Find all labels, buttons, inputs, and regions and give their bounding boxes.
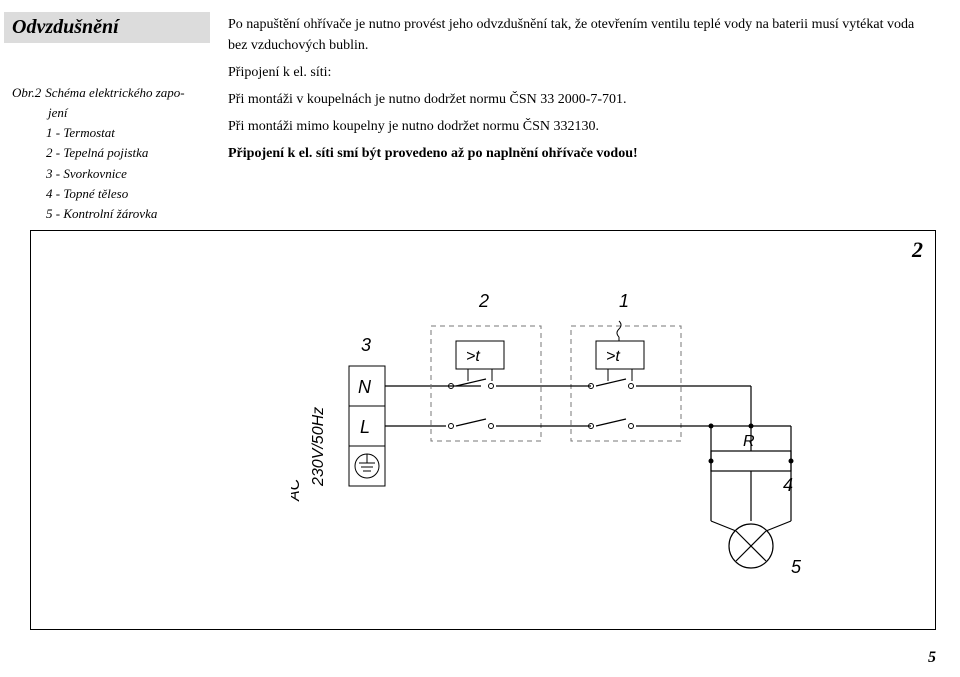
label-5: 5	[791, 557, 802, 577]
body-p3: Při montáži v koupelnách je nutno dodrže…	[228, 89, 936, 110]
label-2-top: 2	[478, 291, 489, 311]
legend-title-1: Schéma elektrického zapo-	[41, 83, 184, 103]
label-R: R	[743, 433, 755, 450]
hz-label: 230V/50Hz	[310, 407, 327, 487]
label-1-top: 1	[619, 291, 629, 311]
wiring-diagram: 2 AC 230V/50Hz 3 N L 2 1	[30, 230, 936, 630]
body-p5: Připojení k el. síti smí být provedeno a…	[228, 143, 936, 164]
section-title: Odvzdušnění	[4, 12, 210, 43]
label-gt-1: >t	[606, 348, 620, 365]
body-p2: Připojení k el. síti:	[228, 62, 936, 83]
label-gt-2: >t	[466, 348, 480, 365]
legend-obr: Obr.2	[12, 83, 41, 103]
figure-legend: Obr.2 Schéma elektrického zapo- jení 1 -…	[0, 83, 210, 224]
body-text: Po napuštění ohřívače je nutno provést j…	[228, 12, 936, 224]
legend-title-2: jení	[12, 103, 210, 123]
legend-item: 3 - Svorkovnice	[46, 164, 210, 184]
legend-item: 5 - Kontrolní žárovka	[46, 204, 210, 224]
ac-label: AC	[291, 478, 303, 502]
body-p4: Při montáži mimo koupelny je nutno dodrž…	[228, 116, 936, 137]
legend-item: 1 - Termostat	[46, 123, 210, 143]
label-3: 3	[361, 335, 371, 355]
circuit-svg: AC 230V/50Hz 3 N L 2 1 >t	[291, 291, 841, 591]
legend-item: 4 - Topné těleso	[46, 184, 210, 204]
label-N: N	[358, 377, 372, 397]
body-p1: Po napuštění ohřívače je nutno provést j…	[228, 14, 936, 56]
page-number: 5	[928, 649, 936, 667]
label-L: L	[360, 417, 370, 437]
legend-item: 2 - Tepelná pojistka	[46, 143, 210, 163]
diagram-number: 2	[912, 237, 923, 263]
